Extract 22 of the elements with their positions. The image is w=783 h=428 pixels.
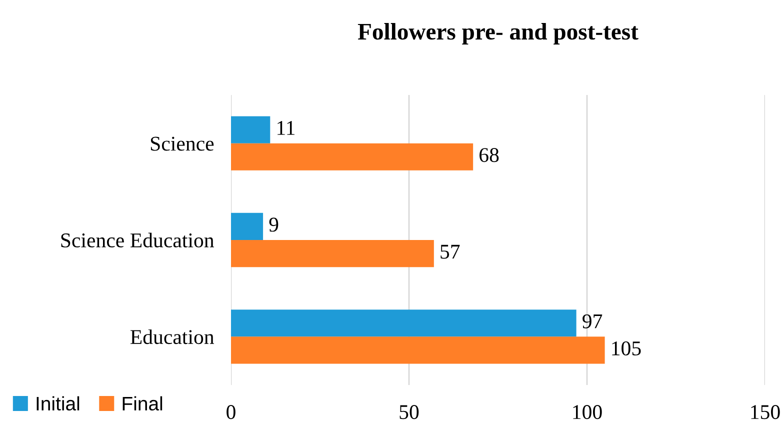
data-label: 57 [440, 244, 460, 259]
x-tick-label: 150 [751, 405, 780, 420]
legend-label: Final [122, 396, 162, 411]
x-tick-label: 50 [400, 405, 419, 420]
bar [231, 116, 270, 144]
data-label: 97 [582, 314, 602, 328]
data-label: 68 [480, 148, 499, 162]
y-tick-label: Science [150, 136, 214, 151]
chart-title: Followers pre- and post-test [358, 23, 638, 44]
bar [231, 143, 474, 170]
bar [231, 212, 264, 240]
data-label: 105 [612, 341, 641, 356]
legend-label: Initial [36, 396, 80, 411]
bar [231, 240, 434, 268]
y-tick-label: Science Education [61, 232, 214, 248]
bar [231, 336, 605, 364]
data-label: 9 [269, 218, 278, 232]
x-tick-label: 0 [226, 405, 236, 420]
bar [231, 310, 576, 337]
data-label: 11 [278, 121, 295, 135]
y-tick-label: Education [130, 329, 214, 344]
x-tick-label: 100 [573, 405, 602, 420]
